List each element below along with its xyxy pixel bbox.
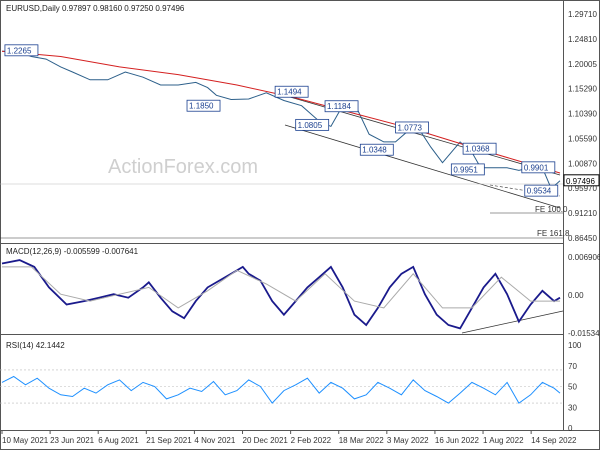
series-layer [1, 50, 561, 404]
price-annotation-label: 1.2265 [7, 46, 32, 55]
x-tick-label: 20 Dec 2021 [243, 436, 289, 445]
y-tick-label: 30 [568, 403, 577, 412]
x-tick-label: 18 Mar 2022 [339, 436, 384, 445]
price-annotation-label: 1.0368 [465, 145, 490, 154]
price-annotation-box [359, 143, 394, 156]
series-line-signal [2, 266, 560, 309]
price-panel-header: EURUSD,Daily 0.97897 0.98160 0.97250 0.9… [6, 4, 185, 13]
y-tick-label: 1.20005 [568, 60, 597, 69]
y-tick-label: 70 [568, 362, 577, 371]
y-tick-label: 1.15290 [568, 85, 597, 94]
price-annotation-label: 1.1850 [189, 102, 214, 111]
x-tick-label: 14 Sep 2022 [531, 436, 577, 445]
price-annotation-box [4, 44, 39, 57]
x-tick-label: 2 Feb 2022 [291, 436, 332, 445]
price-annotation-label: 0.9951 [453, 165, 478, 174]
price-annotation-label: 1.1494 [277, 88, 302, 97]
x-tick-label: 6 Aug 2021 [98, 436, 139, 445]
y-tick-label: 1.00870 [568, 159, 597, 168]
y-tick-label: 1.24810 [568, 35, 597, 44]
macd-panel-header: MACD(12,26,9) -0.005599 -0.007641 [6, 247, 139, 256]
price-annotation-box [462, 142, 497, 155]
y-axis-labels: 1.29710 1.24810 1.20005 1.15290 1.10390 1.055… [563, 10, 600, 433]
price-annotation-box [186, 99, 221, 112]
y-tick-label: 1.05590 [568, 134, 597, 143]
watermark: ActionForex.com [108, 156, 258, 178]
price-annotation-box [521, 161, 556, 174]
x-tick-label: 23 Jun 2021 [50, 436, 95, 445]
price-annotation-box [295, 118, 330, 131]
fib-label-161: FE 161.8 [537, 229, 570, 238]
y-tick-label: 50 [568, 383, 577, 392]
y-tick-label: 0.86450 [568, 234, 597, 243]
y-tick-label: 100 [568, 341, 582, 350]
price-annotation-box [395, 121, 429, 134]
annotation-layer: 1.2265 1.1850 1.1494 1.0805 1.1184 1.0348 1.07… [4, 44, 559, 197]
x-tick-label: 3 May 2022 [387, 436, 429, 445]
series-line-sma [1, 50, 561, 174]
series-line-rsi [1, 375, 561, 404]
x-tick-label: 10 May 2021 [2, 436, 49, 445]
y-tick-label: 0.00 [568, 291, 584, 300]
y-tick-label: 0.91210 [568, 209, 597, 218]
price-annotation-label: 0.9534 [527, 187, 552, 196]
price-annotation-label: 0.9901 [524, 163, 549, 172]
y-tick-label: 0 [568, 424, 573, 433]
x-tick-label: 1 Aug 2022 [483, 436, 524, 445]
last-price-label: 0.97496 [566, 177, 595, 186]
x-tick-label: 4 Nov 2021 [194, 436, 235, 445]
y-tick-label: 1.29710 [568, 10, 597, 19]
y-tick-label: -0.015348 [568, 329, 600, 338]
series-line-macd [1, 259, 561, 330]
x-tick-label: 21 Sep 2021 [146, 436, 192, 445]
price-annotation-label: 1.0805 [298, 121, 323, 130]
rsi-levels [0, 369, 563, 404]
price-annotation-label: 1.0773 [398, 123, 423, 132]
y-tick-label: 1.10390 [568, 110, 597, 119]
x-axis-labels: 10 May 2021 23 Jun 2021 6 Aug 2021 21 Sep 2… [1, 430, 577, 445]
price-annotation-box [324, 100, 359, 113]
fib-label-100: FE 100.0 [535, 205, 568, 214]
price-annotation-box [450, 163, 485, 176]
rsi-panel-header: RSI(14) 42.1442 [6, 341, 65, 350]
y-tick-label: 0.006906 [568, 253, 600, 262]
price-annotation-box [274, 85, 309, 98]
price-annotation-box [524, 184, 559, 197]
last-price-tag [563, 174, 600, 187]
y-tick-label: 0.95970 [568, 184, 597, 193]
price-annotation-label: 1.0348 [362, 146, 387, 155]
price-annotation-label: 1.1184 [327, 102, 351, 111]
x-tick-label: 16 Jun 2022 [435, 436, 480, 445]
